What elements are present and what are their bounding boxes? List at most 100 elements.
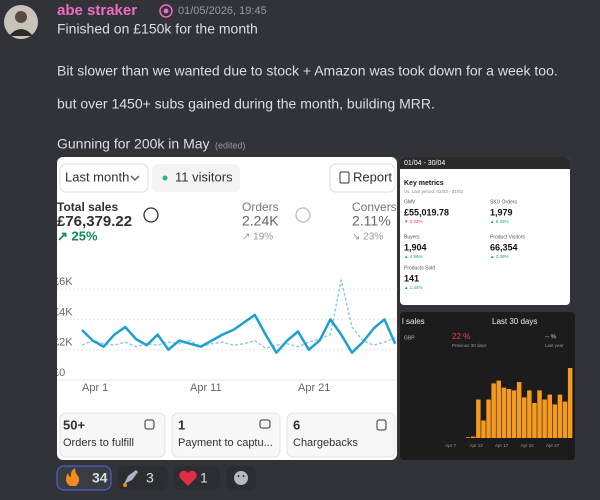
visitors-label: 11 visitors [175,169,233,184]
rocket-emoji [124,470,138,484]
change-value: 22 % [452,332,470,341]
card-value: 50+ [63,417,85,432]
x-tick-label: Apr 27 [546,443,560,448]
message-line: Bit slower than we wanted due to stock +… [57,63,558,79]
avatar[interactable] [4,5,38,39]
metric-label: SKU Orders [490,199,517,205]
tiktok-screenshot[interactable]: 01/04 - 30/04 Key metrics Vs. Last period:… [400,157,570,305]
x-tick-label: Apr 1 [82,382,108,394]
bar [486,399,491,438]
card-icon [259,419,271,429]
live-dot [162,175,168,181]
edited-tag: (edited) [215,140,246,150]
shopify-screenshot[interactable]: Last month 11 visitors Report Total sales£7… [53,157,399,460]
y-tick-label: £4K [53,306,73,318]
metric-label: Products Sold [404,265,435,271]
info-icon [143,207,159,223]
x-tick-label: Apr 11 [190,382,222,394]
card-label: Chargebacks [293,437,358,449]
header-strip [400,157,570,169]
bar [465,437,471,438]
author-name: abe straker [57,2,137,19]
metric-label: GMV [404,199,416,205]
range-label: Last 30 days [492,317,537,326]
metric-change: ▲ 4.56% [404,254,422,259]
message-line: but over 1450+ subs gained during the mo… [57,96,435,112]
metric-change: ↗ 25% [57,228,98,243]
bar [491,383,496,438]
metric-label: Orders [242,200,279,214]
bar [522,397,527,438]
x-tick-label: Apr 7 [445,443,456,448]
change-label: Last year [545,343,564,348]
rocket-flame [123,483,127,487]
metric-value: 1,979 [490,207,513,217]
card-icon [376,419,387,431]
eye [237,475,240,477]
visitors-pill [152,164,240,192]
metric-value: £55,019.78 [404,207,449,217]
card [286,412,396,458]
bar [506,389,512,438]
previous-period-line [81,279,396,349]
metric-value: 2.24K [242,213,279,229]
period-label: Last month [65,169,129,184]
bar [527,390,532,438]
card [59,412,166,458]
metric-change: ↗ 19% [242,232,273,243]
bar [496,380,501,438]
metric-value: 2.11% [352,213,391,229]
reaction[interactable] [118,466,168,490]
metric-change: ▲ 1.44% [404,285,422,290]
card-value: 1 [178,417,185,432]
message-line: Finished on £150k for the month [57,21,258,37]
card-icon [144,419,155,430]
fire-emoji [65,468,80,486]
image-bg [400,157,570,305]
y-tick-label: £0 [53,367,65,379]
card-label: Orders to fulfill [63,437,134,449]
metric-label: Total sales [57,200,118,214]
image-bg [57,157,397,460]
metric-label: Buyers [404,234,420,240]
timestamp: 01/05/2026, 19:45 [178,5,267,17]
metric-change: ↘ 23% [352,232,383,243]
bar [537,390,542,438]
metric-change: ▲ 2.49% [490,254,508,259]
bar [562,401,568,438]
add-reaction-icon [234,471,248,485]
report-icon [339,171,350,184]
x-tick-label: Apr 17 [495,443,509,448]
reaction-count: 1 [200,470,208,486]
badge [159,4,173,18]
y-tick-label: £6K [53,276,73,288]
reaction-count: 3 [146,470,154,486]
report-label: Report [353,169,392,184]
bar [542,399,547,438]
metric-change: ▼ 0.03% [404,219,422,224]
card-label: Payment to captu... [178,437,273,449]
panel-title: l sales [402,317,425,326]
bar [476,399,481,438]
bar [511,390,517,438]
message-line: Gunning for 200k in May [57,136,210,152]
date-range: 01/04 - 30/04 [404,160,445,167]
change-label: Previous 30 days [452,343,487,348]
info-icon [295,207,311,223]
eye [242,475,245,477]
card [171,412,281,458]
bar [501,387,507,438]
change-value: -- % [545,335,557,341]
section-title: Key metrics [404,180,444,187]
sales-line [81,313,397,354]
compare-label: Vs. Last period: 02/03 - 31/03 [404,189,464,194]
currency: GBP [404,335,415,341]
amazon-screenshot[interactable]: l sales Last 30 days GBP 22 % Previous 30 da… [400,312,575,460]
x-tick-label: Apr 12 [469,443,483,448]
bar [516,382,522,438]
bar [471,436,476,438]
card-value: 6 [293,417,300,432]
y-tick-label: £2K [53,337,73,349]
metric-value: 141 [404,273,419,283]
